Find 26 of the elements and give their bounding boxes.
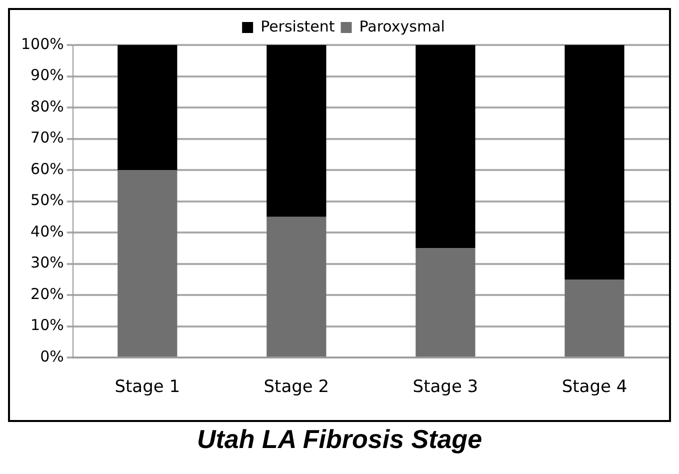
bar [118, 45, 178, 170]
bar [416, 45, 476, 248]
y-tick-label: 50% [30, 191, 64, 210]
bar [564, 279, 624, 357]
y-tick-label: 10% [30, 316, 64, 334]
bar [266, 45, 326, 217]
x-tick-label: Stage 1 [114, 377, 180, 398]
bar [118, 170, 178, 357]
y-tick-label: 70% [30, 128, 64, 147]
y-tick-label: 80% [30, 97, 64, 116]
x-axis-title: Utah LA Fibrosis Stage [196, 424, 484, 455]
y-tick-label: 90% [30, 66, 64, 84]
y-tick-label: 20% [30, 284, 64, 303]
y-tick-label: 60% [30, 160, 64, 178]
x-tick-label: Stage 4 [562, 377, 628, 398]
y-tick-label: 40% [30, 222, 64, 240]
legend-label: Paroxysmal [359, 17, 445, 36]
legend-label: Persistent [260, 17, 335, 36]
y-tick-label: 100% [20, 34, 64, 53]
bar [266, 216, 326, 357]
y-tick-label: 0% [40, 347, 64, 366]
bar [564, 45, 624, 280]
x-tick-label: Stage 2 [264, 377, 330, 398]
bar [416, 248, 476, 357]
x-tick-label: Stage 3 [412, 377, 478, 398]
y-tick-label: 30% [30, 254, 64, 272]
